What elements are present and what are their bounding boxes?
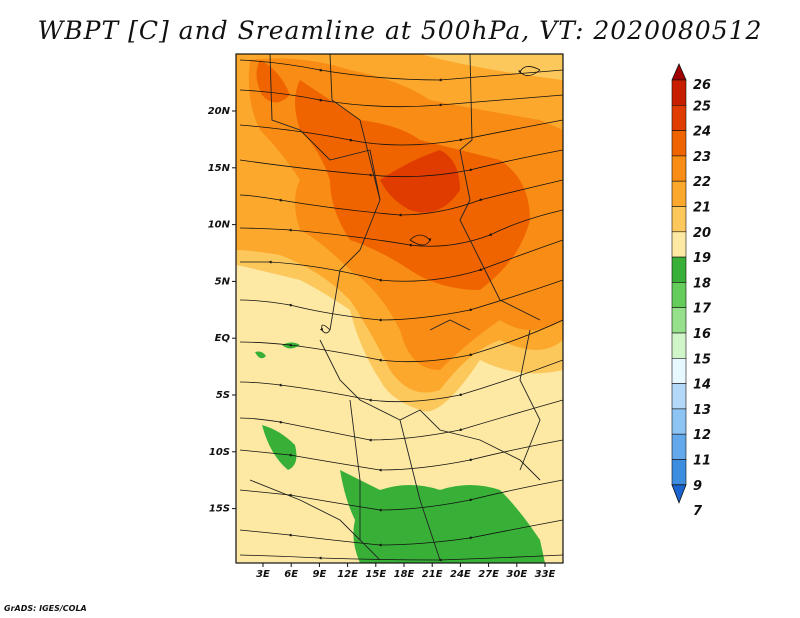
colorbar-swatch bbox=[671, 357, 687, 384]
streamlines bbox=[239, 59, 563, 562]
colorbar-swatch bbox=[671, 433, 687, 460]
colorbar-swatch bbox=[671, 332, 687, 359]
country-borders bbox=[249, 54, 541, 561]
lon-label: 9E bbox=[313, 569, 327, 580]
lat-label: 5S bbox=[216, 390, 230, 401]
lon-label: 33E bbox=[535, 569, 556, 580]
grads-credit: GrADS: IGES/COLA bbox=[4, 604, 87, 613]
colorbar-label: 21 bbox=[693, 201, 711, 216]
colorbar-top-arrow bbox=[671, 63, 687, 81]
colorbar-label: 20 bbox=[693, 226, 711, 241]
lat-label: 15S bbox=[209, 504, 230, 515]
lon-label: 3E bbox=[256, 569, 270, 580]
colorbar-swatch bbox=[671, 408, 687, 435]
colorbar-swatch bbox=[671, 383, 687, 410]
colorbar-label: 18 bbox=[693, 276, 711, 291]
colorbar-label: 12 bbox=[693, 428, 711, 443]
colorbar-label: 11 bbox=[693, 454, 711, 469]
colorbar-label: 15 bbox=[693, 352, 711, 367]
colorbar-label: 24 bbox=[693, 125, 711, 140]
lat-label: 10N bbox=[208, 220, 231, 231]
lon-label: 27E bbox=[478, 569, 499, 580]
lon-label: 18E bbox=[394, 569, 415, 580]
longitude-axis: 3E 6E 9E 12E 15E 18E 21E 24E 27E 30E 33E bbox=[256, 563, 556, 580]
lat-label: 5N bbox=[215, 276, 231, 287]
lat-label: 15N bbox=[208, 163, 231, 174]
colorbar-swatch bbox=[671, 282, 687, 308]
map-title: WBPT [C] and Sreamline at 500hPa, VT: 20… bbox=[37, 16, 763, 45]
colorbar-swatch bbox=[671, 231, 687, 258]
colorbar-swatch bbox=[671, 130, 687, 157]
colorbar-swatch bbox=[671, 105, 687, 131]
colorbar-label: 14 bbox=[693, 378, 711, 393]
colorbar-bottom-arrow bbox=[671, 484, 687, 504]
lat-label: EQ bbox=[215, 333, 231, 344]
colorbar-swatch bbox=[671, 256, 687, 283]
map-frame bbox=[235, 53, 564, 564]
colorbar: 26 25 24 23 22 21 20 19 18 17 16 15 14 13 12 11 9 7 bbox=[671, 63, 712, 519]
lon-label: 6E bbox=[284, 569, 298, 580]
colorbar-label: 7 bbox=[693, 504, 703, 519]
colorbar-label: 23 bbox=[693, 150, 711, 165]
colorbar-label: 13 bbox=[693, 403, 711, 418]
colorbar-label: 17 bbox=[693, 302, 712, 317]
colorbar-swatch bbox=[671, 155, 687, 182]
colorbar-swatch bbox=[671, 459, 687, 486]
colorbar-label: 16 bbox=[693, 327, 711, 342]
lat-label: 20N bbox=[208, 106, 231, 117]
lon-label: 15E bbox=[365, 569, 386, 580]
colorbar-swatch bbox=[671, 307, 687, 334]
colorbar-label: 19 bbox=[693, 251, 711, 266]
colorbar-swatch bbox=[671, 206, 687, 233]
shaded-field bbox=[236, 54, 563, 563]
colorbar-label: 26 bbox=[693, 78, 711, 93]
lon-label: 21E bbox=[422, 569, 443, 580]
lon-label: 24E bbox=[450, 569, 471, 580]
lat-label: 10S bbox=[209, 447, 230, 458]
colorbar-label: 25 bbox=[693, 99, 711, 114]
lon-label: 12E bbox=[337, 569, 358, 580]
lon-label: 30E bbox=[506, 569, 527, 580]
colorbar-swatch bbox=[671, 79, 687, 106]
colorbar-label: 22 bbox=[693, 175, 711, 190]
colorbar-swatch bbox=[671, 180, 687, 207]
latitude-axis: 20N 15N 10N 5N EQ 5S 10S 15S bbox=[208, 106, 236, 515]
colorbar-label: 9 bbox=[693, 479, 702, 494]
